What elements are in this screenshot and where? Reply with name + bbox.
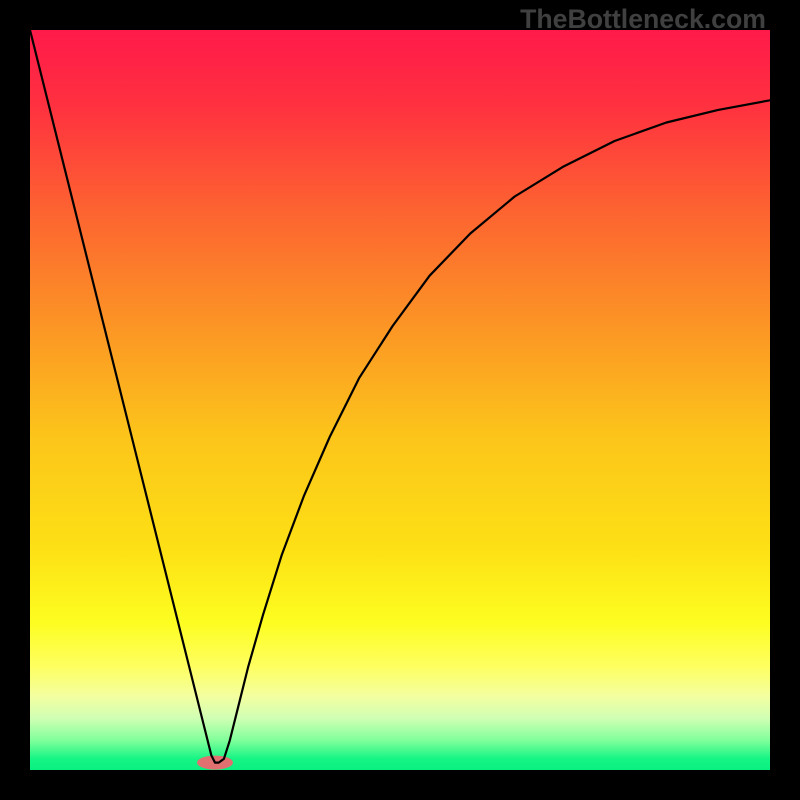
chart-frame: TheBottleneck.com <box>0 0 800 800</box>
watermark-text: TheBottleneck.com <box>520 4 766 35</box>
chart-background <box>30 30 770 770</box>
plot-area <box>30 30 770 770</box>
chart-svg <box>30 30 770 770</box>
